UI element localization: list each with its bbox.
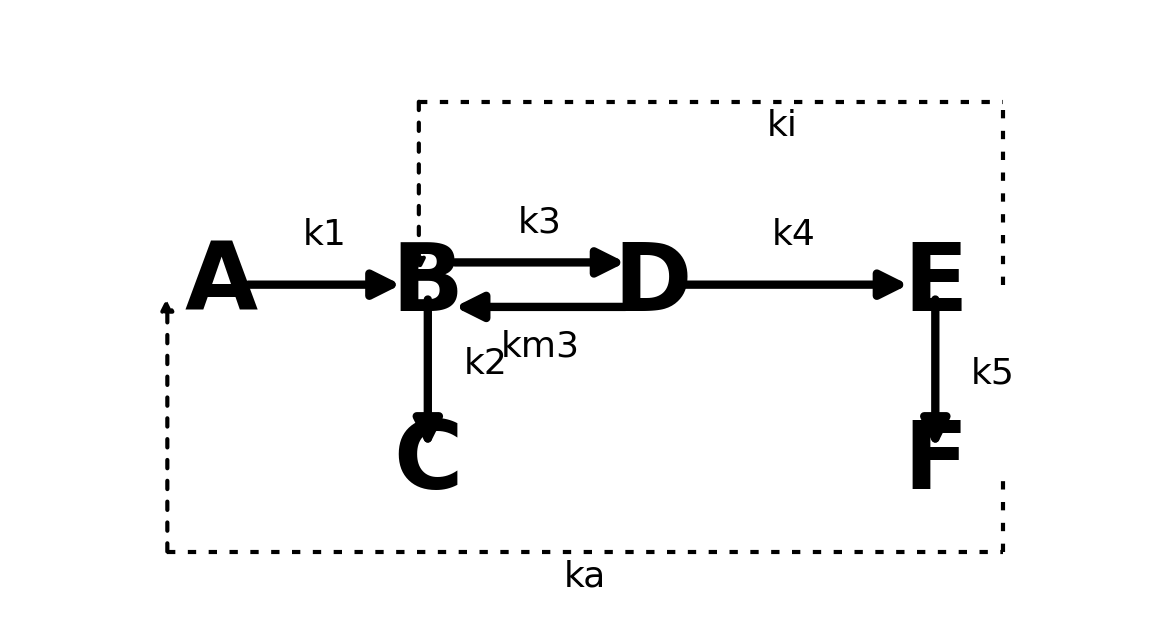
Text: km3: km3 (501, 329, 580, 363)
Text: E: E (903, 239, 968, 331)
Text: C: C (393, 417, 462, 508)
Text: ka: ka (564, 559, 606, 593)
Text: k4: k4 (772, 218, 816, 252)
Text: ki: ki (767, 110, 799, 143)
Text: D: D (613, 239, 692, 331)
Text: F: F (903, 417, 968, 508)
Text: B: B (392, 239, 464, 331)
Text: k2: k2 (464, 347, 508, 381)
Text: k1: k1 (302, 218, 347, 252)
Text: k5: k5 (971, 357, 1015, 390)
Text: A: A (184, 239, 257, 331)
Text: k3: k3 (518, 206, 562, 240)
